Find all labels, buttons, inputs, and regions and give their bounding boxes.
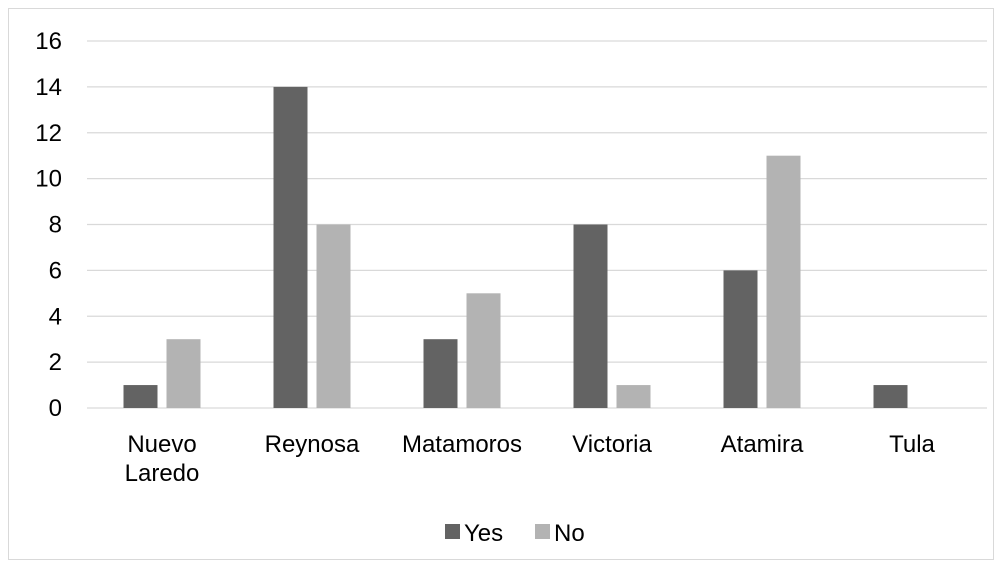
legend-swatch-no: [535, 524, 550, 539]
y-tick-label: 12: [35, 120, 62, 147]
chart-frame: [8, 8, 994, 560]
bar-no: [166, 339, 201, 408]
bar-no: [616, 385, 651, 408]
x-category-label: Tula: [889, 431, 935, 458]
y-tick-label: 4: [49, 303, 62, 330]
y-tick-label: 8: [49, 212, 62, 239]
x-category-label: Matamoros: [402, 431, 522, 458]
y-tick-label: 16: [35, 28, 62, 55]
bar-no: [466, 293, 501, 408]
bars: [123, 86, 908, 408]
x-axis-labels: Nuevo Laredo Reynosa Matamoros Victoria Atami…: [125, 431, 936, 487]
x-category-label: Nuevo Laredo: [125, 431, 200, 487]
legend: Yes No: [445, 520, 585, 547]
y-tick-label: 6: [49, 257, 62, 284]
x-category-label-line: Victoria: [572, 431, 652, 458]
x-category-label: Reynosa: [265, 431, 360, 458]
bar-yes: [723, 270, 758, 408]
y-tick-label: 10: [35, 166, 62, 193]
bar-yes: [873, 385, 908, 408]
y-tick-label: 14: [35, 74, 62, 101]
bar-yes: [573, 224, 608, 408]
bar-yes: [273, 86, 308, 408]
x-category-label: Atamira: [721, 431, 804, 458]
x-category-label-line: Matamoros: [402, 431, 522, 458]
bar-no: [316, 224, 351, 408]
x-category-label-line: Tula: [889, 431, 935, 458]
legend-swatch-yes: [445, 524, 460, 539]
y-tick-label: 2: [49, 349, 62, 376]
y-tick-label: 0: [49, 395, 62, 422]
x-category-label-line: Atamira: [721, 431, 804, 458]
bar-yes: [123, 385, 158, 408]
x-category-label-line: Reynosa: [265, 431, 360, 458]
gridlines: [87, 40, 987, 409]
bar-no: [766, 155, 801, 408]
x-category-label-line: Laredo: [125, 460, 200, 487]
bar-yes: [423, 339, 458, 408]
legend-label-no: No: [554, 520, 585, 547]
y-axis-ticks: 0 2 4 6 8 10 12 14 16: [35, 28, 62, 422]
x-category-label-line: Nuevo: [127, 431, 196, 458]
legend-label-yes: Yes: [464, 520, 503, 547]
x-category-label: Victoria: [572, 431, 652, 458]
